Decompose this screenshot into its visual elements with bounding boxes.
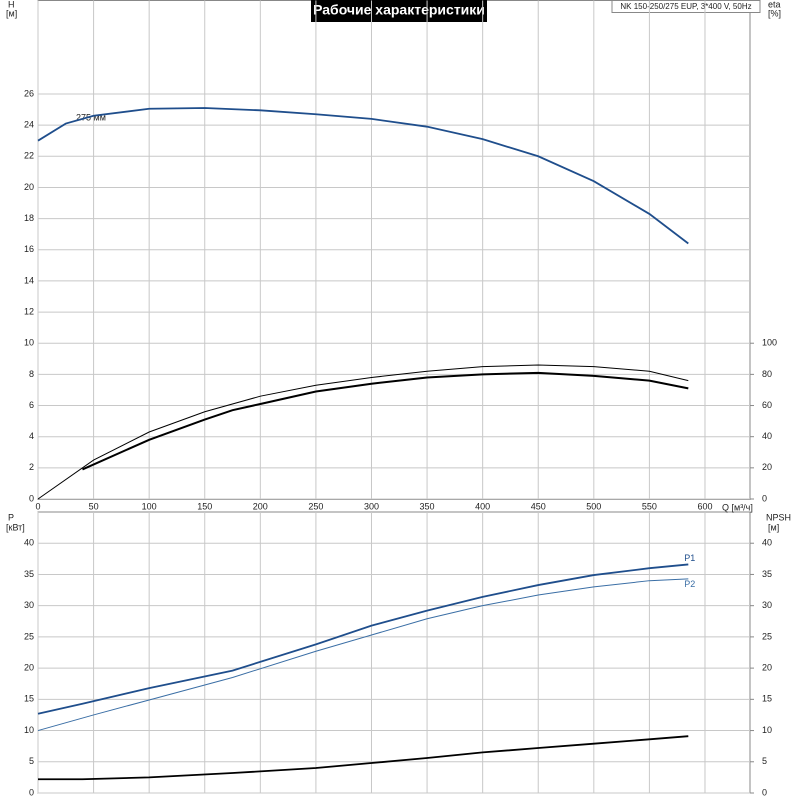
y-tick-label: 18 (24, 213, 34, 223)
y2-tick-label: 20 (762, 662, 772, 672)
y2-tick-label: 30 (762, 600, 772, 610)
info: NK 150-250/275 EUP, 3*400 V, 50Hz (620, 2, 751, 11)
title-box (311, 0, 487, 22)
y-tick-label: 4 (29, 431, 34, 441)
y-tick-label: 30 (24, 600, 34, 610)
y2-tick-label: 60 (762, 400, 772, 410)
curve (37, 107, 689, 245)
chart-title: Рабочие характеристики (313, 2, 485, 18)
y-tick-label: 15 (24, 694, 34, 704)
curve (38, 735, 689, 781)
y2-tick-label: 40 (762, 538, 772, 548)
y2-tick-label: 10 (762, 725, 772, 735)
curve (37, 578, 689, 732)
y2-tick-label: 40 (762, 431, 772, 441)
y-tick-label: 0 (29, 787, 34, 797)
x-tick-label: 300 (364, 501, 379, 511)
y2-tick-label: 25 (762, 631, 772, 641)
y-tick-label: 10 (24, 338, 34, 348)
x-tick-label: 400 (475, 501, 490, 511)
y2-tick-label: 20 (762, 462, 772, 472)
y2-tick-label: 5 (762, 756, 767, 766)
y-tick-label: 22 (24, 151, 34, 161)
y2-tick-label: 0 (762, 787, 767, 797)
y2-axis-title: eta (768, 0, 781, 9)
curve (37, 563, 689, 715)
y-tick-label: 40 (24, 538, 34, 548)
x-tick-label: 200 (253, 501, 268, 511)
y2-tick-label: 35 (762, 569, 772, 579)
series-label: P1 (684, 553, 695, 563)
y-tick-label: 24 (24, 120, 34, 130)
x-tick-label: 250 (308, 501, 323, 511)
y2-tick-label: 100 (762, 338, 777, 348)
y2-tick-label: 0 (762, 493, 767, 503)
x-tick-label: 500 (586, 501, 601, 511)
x-tick-label: 350 (420, 501, 435, 511)
y-tick-label: 16 (24, 244, 34, 254)
y-tick-label: 14 (24, 275, 34, 285)
curve (82, 371, 689, 471)
y-axis-title: H (8, 0, 15, 9)
y2-axis-unit: [м] (768, 522, 779, 532)
y-tick-label: 6 (29, 400, 34, 410)
y-tick-label: 0 (29, 493, 34, 503)
y-tick-label: 12 (24, 306, 34, 316)
x-axis-title: Q [м³/ч] (722, 502, 753, 512)
y-tick-label: 25 (24, 631, 34, 641)
x-tick-label: 50 (89, 501, 99, 511)
y-axis-unit: [кВт] (6, 522, 25, 532)
y-tick-label: 35 (24, 569, 34, 579)
y-tick-label: 5 (29, 756, 34, 766)
x-tick-label: 0 (35, 501, 40, 511)
y2-tick-label: 80 (762, 369, 772, 379)
y-tick-label: 10 (24, 725, 34, 735)
y2-axis-title: NPSH (766, 512, 791, 522)
y-tick-label: 8 (29, 369, 34, 379)
x-tick-label: 100 (142, 501, 157, 511)
y-axis-title: P (8, 512, 14, 522)
x-tick-label: 150 (197, 501, 212, 511)
y-tick-label: 20 (24, 662, 34, 672)
bottom-frame (37, 511, 751, 794)
x-tick-label: 600 (697, 501, 712, 511)
x-tick-label: 550 (642, 501, 657, 511)
y-tick-label: 2 (29, 462, 34, 472)
y-tick-label: 20 (24, 182, 34, 192)
y-tick-label: 26 (24, 88, 34, 98)
x-tick-label: 450 (531, 501, 546, 511)
y-axis-unit: [м] (6, 8, 17, 18)
y2-tick-label: 15 (762, 694, 772, 704)
curve (37, 364, 689, 500)
series-label: P2 (684, 579, 695, 589)
y2-axis-unit: [%] (768, 8, 781, 18)
